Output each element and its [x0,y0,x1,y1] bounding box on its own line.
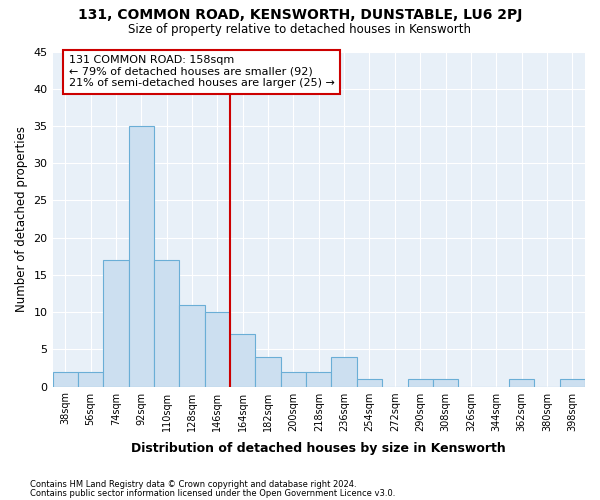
X-axis label: Distribution of detached houses by size in Kensworth: Distribution of detached houses by size … [131,442,506,455]
Text: 131 COMMON ROAD: 158sqm
← 79% of detached houses are smaller (92)
21% of semi-de: 131 COMMON ROAD: 158sqm ← 79% of detache… [69,55,335,88]
Text: Contains public sector information licensed under the Open Government Licence v3: Contains public sector information licen… [30,488,395,498]
Bar [509,379,534,386]
Bar [128,126,154,386]
Bar [357,379,382,386]
Bar [78,372,103,386]
Bar [433,379,458,386]
Y-axis label: Number of detached properties: Number of detached properties [15,126,28,312]
Text: Contains HM Land Registry data © Crown copyright and database right 2024.: Contains HM Land Registry data © Crown c… [30,480,356,489]
Text: Size of property relative to detached houses in Kensworth: Size of property relative to detached ho… [128,22,472,36]
Bar [331,356,357,386]
Bar [560,379,585,386]
Bar [103,260,128,386]
Bar [306,372,331,386]
Bar [154,260,179,386]
Bar [281,372,306,386]
Bar [256,356,281,386]
Bar [407,379,433,386]
Text: 131, COMMON ROAD, KENSWORTH, DUNSTABLE, LU6 2PJ: 131, COMMON ROAD, KENSWORTH, DUNSTABLE, … [78,8,522,22]
Bar [205,312,230,386]
Bar [179,304,205,386]
Bar [230,334,256,386]
Bar [53,372,78,386]
